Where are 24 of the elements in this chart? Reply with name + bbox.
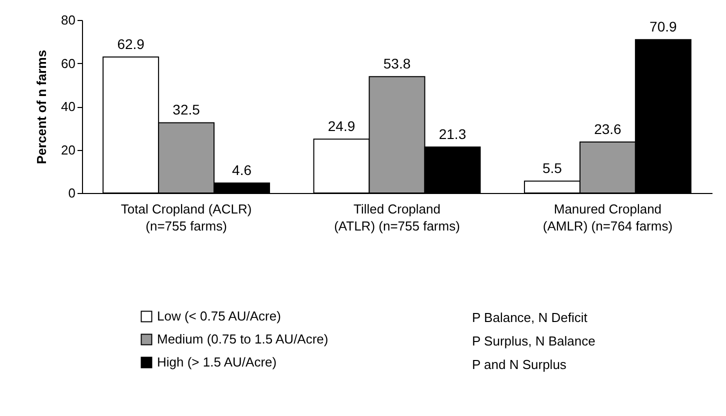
- data-label: 62.9: [117, 36, 145, 52]
- x-tick-label: Total Cropland (ACLR) (n=755 farms): [120, 202, 252, 234]
- y-axis-title: Percent of n farms: [34, 50, 50, 164]
- legend-label: Low (< 0.75 AU/Acre): [157, 308, 281, 324]
- data-label: 53.8: [383, 56, 411, 72]
- data-label: 5.5: [542, 160, 562, 176]
- text: P and N Surplus: [472, 357, 567, 372]
- text: P Surplus, N Balance: [472, 334, 596, 348]
- x-tick-label: Tilled Cropland (ATLR) (n=755 farms): [334, 202, 460, 234]
- data-label: 24.9: [328, 118, 356, 134]
- data-label: 21.3: [438, 126, 466, 142]
- y-tick-label: 80: [61, 12, 76, 28]
- y-tick-label: 0: [68, 186, 76, 200]
- y-tick-label: 20: [61, 142, 76, 158]
- data-label: 23.6: [594, 120, 622, 137]
- x-tick-label: Manured Cropland (AMLR) (n=764 farms): [542, 202, 673, 234]
- y-tick-label: 60: [61, 56, 76, 71]
- data-label: 70.9: [650, 18, 678, 35]
- legend-label: High (> 1.5 AU/Acre): [157, 354, 277, 370]
- text: P Balance, N Deficit: [472, 310, 588, 325]
- data-label: 4.6: [232, 162, 252, 178]
- y-tick-label: 40: [61, 99, 76, 114]
- data-label: 32.5: [172, 102, 200, 118]
- legend-label: Medium (0.75 to 1.5 AU/Acre): [157, 332, 328, 346]
